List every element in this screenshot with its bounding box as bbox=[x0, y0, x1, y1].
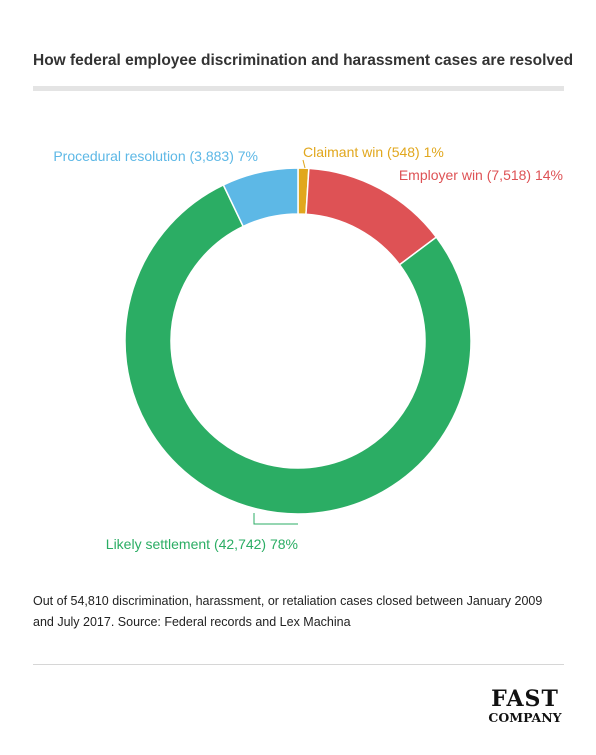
chart-title: How federal employee discrimination and … bbox=[33, 52, 574, 69]
label-employer-win: Employer win (7,518) 14% bbox=[399, 167, 563, 183]
label-claimant-win: Claimant win (548) 1% bbox=[303, 144, 444, 160]
label-likely-settlement: Likely settlement (42,742) 78% bbox=[106, 536, 298, 552]
footer-divider bbox=[33, 664, 564, 665]
leader-line-claimant-win bbox=[302, 159, 306, 169]
logo-line-2: COMPANY bbox=[488, 710, 562, 725]
label-procedural-resolution: Procedural resolution (3,883) 7% bbox=[53, 148, 258, 164]
donut-chart: Claimant win (548) 1% Employer win (7,518… bbox=[53, 144, 563, 552]
slice-procedural-resolution bbox=[222, 167, 299, 228]
logo-line-1: FAST bbox=[491, 686, 559, 712]
slice-likely-settlement bbox=[124, 183, 472, 515]
source-note: Out of 54,810 discrimination, harassment… bbox=[33, 594, 543, 629]
title-divider bbox=[33, 86, 564, 91]
leader-line-likely-settlement bbox=[253, 513, 298, 525]
fast-company-logo: FAST COMPANY bbox=[480, 688, 570, 734]
